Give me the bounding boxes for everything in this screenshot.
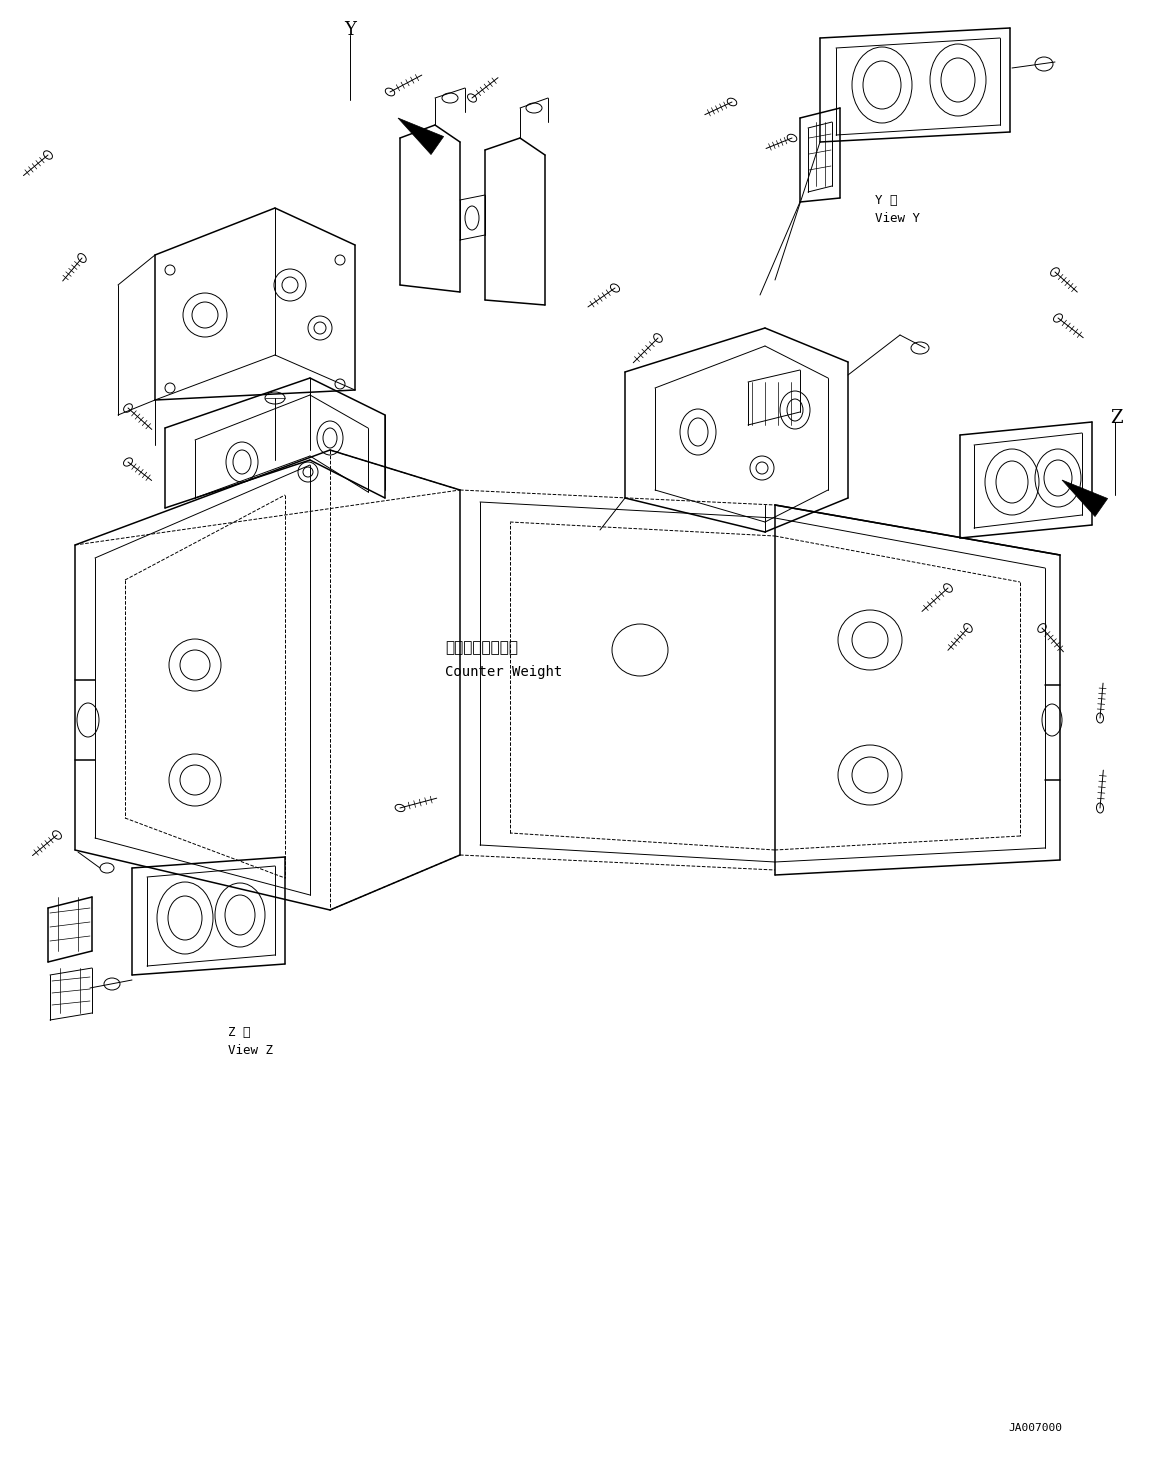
Text: Z: Z <box>1110 410 1122 427</box>
Text: Y: Y <box>344 20 356 39</box>
Text: View Y: View Y <box>875 211 920 225</box>
Text: Z 視: Z 視 <box>228 1025 251 1038</box>
Polygon shape <box>1062 480 1107 516</box>
Text: Counter Weight: Counter Weight <box>445 665 562 679</box>
Polygon shape <box>398 118 443 155</box>
Text: カウンタウエイト: カウンタウエイト <box>445 640 518 656</box>
Text: JA007000: JA007000 <box>1008 1423 1062 1433</box>
Text: View Z: View Z <box>228 1044 273 1057</box>
Text: Y 視: Y 視 <box>875 194 898 207</box>
